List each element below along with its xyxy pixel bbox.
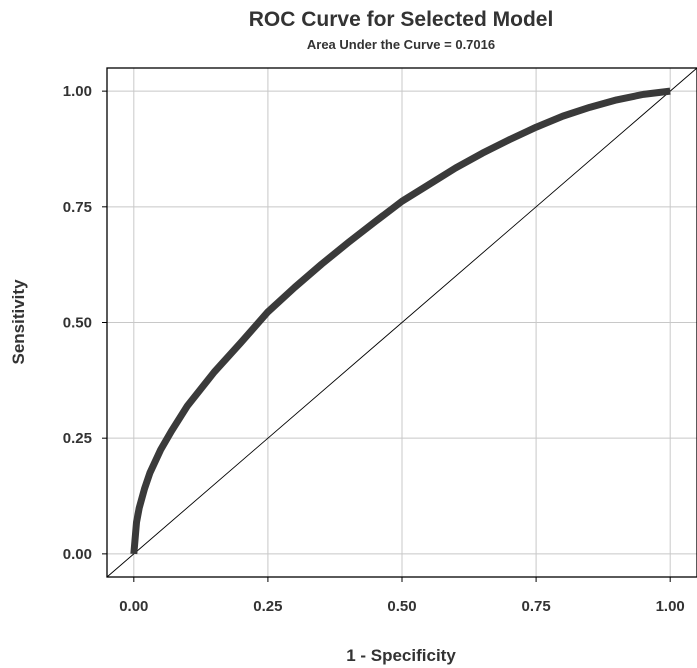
- x-tick-label-2: 0.50: [387, 598, 416, 615]
- x-axis-ticks: 0.00 0.25 0.50 0.75 1.00: [119, 577, 685, 615]
- y-tick-label-4: 1.00: [63, 83, 92, 100]
- y-tick-label-2: 0.50: [63, 315, 92, 332]
- roc-layer: [130, 87, 671, 555]
- y-axis-label: Sensitivity: [9, 279, 28, 365]
- chart-title: ROC Curve for Selected Model: [249, 8, 554, 31]
- y-tick-label-1: 0.25: [63, 430, 92, 447]
- roc-curve-line: [130, 87, 671, 555]
- x-tick-label-4: 1.00: [656, 598, 685, 615]
- x-tick-label-0: 0.00: [119, 598, 148, 615]
- x-tick-label-3: 0.75: [521, 598, 550, 615]
- x-tick-label-1: 0.25: [253, 598, 282, 615]
- y-tick-label-0: 0.00: [63, 546, 92, 563]
- reference-diagonal-line: [106, 67, 697, 578]
- grid-layer: [107, 68, 697, 577]
- reference-layer: [106, 67, 697, 578]
- x-axis-label: 1 - Specificity: [346, 646, 456, 665]
- y-tick-label-3: 0.75: [63, 199, 92, 216]
- y-axis-ticks: 0.00 0.25 0.50 0.75 1.00: [63, 83, 107, 563]
- chart-subtitle: Area Under the Curve = 0.7016: [307, 37, 495, 52]
